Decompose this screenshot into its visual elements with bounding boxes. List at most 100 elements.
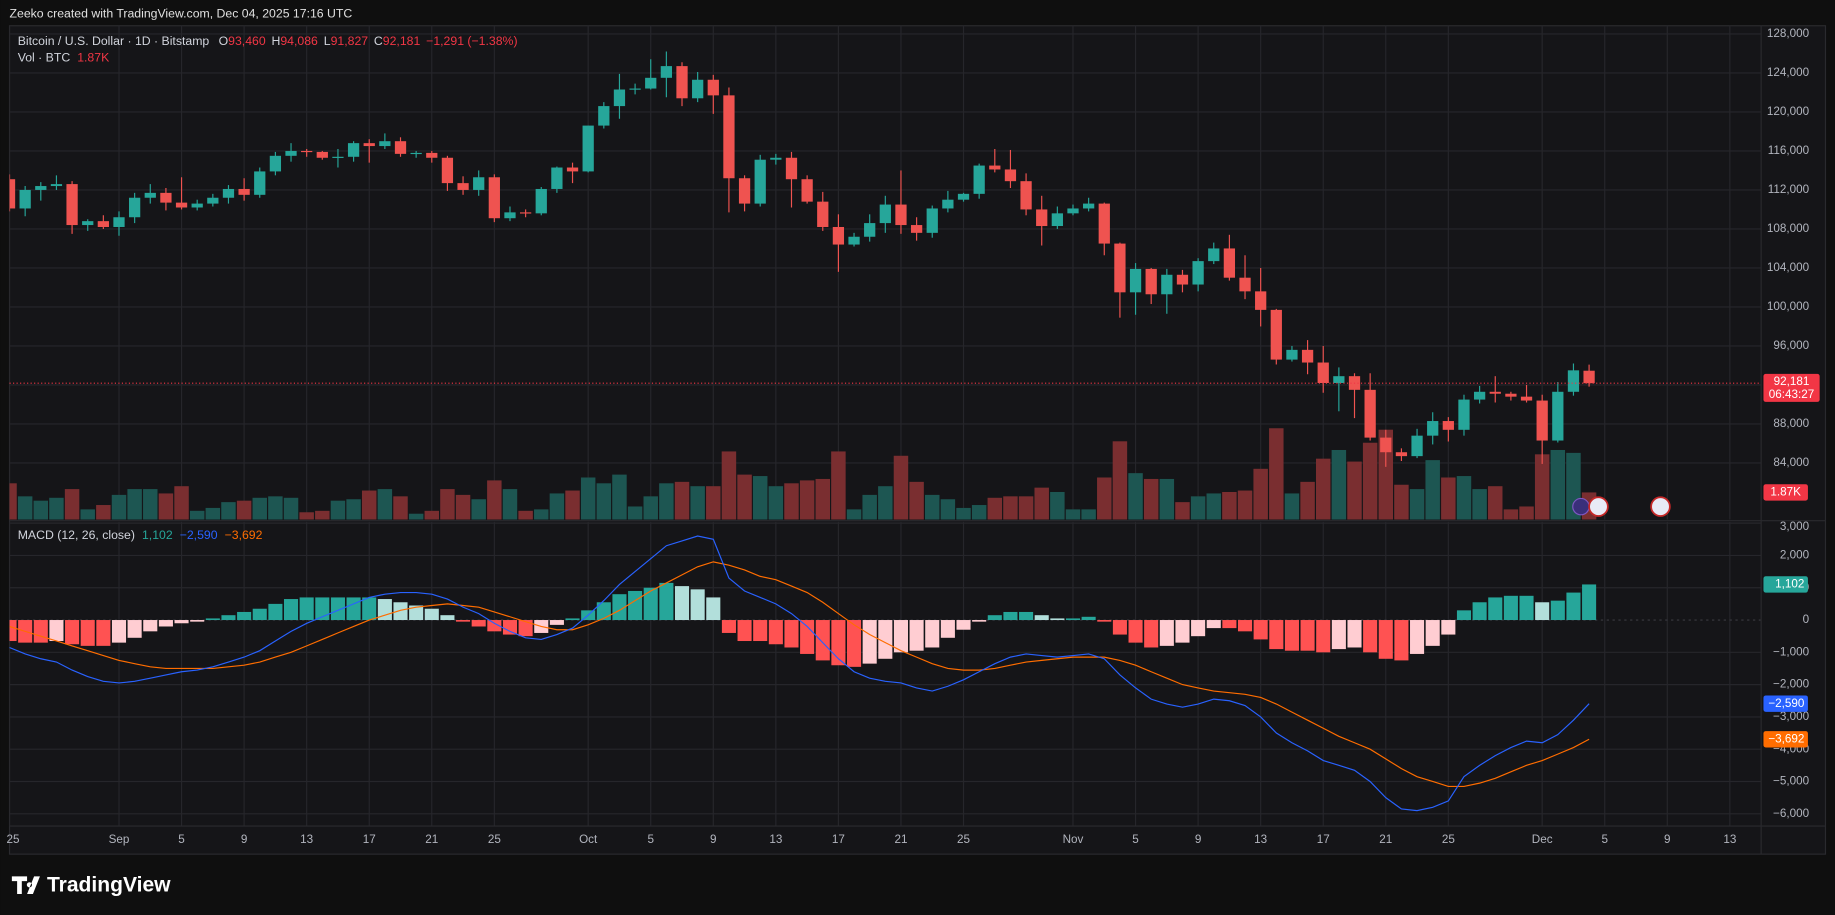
- histogram-bar: [1331, 620, 1346, 650]
- candle-body: [1520, 396, 1533, 401]
- histogram-bar: [1237, 620, 1253, 632]
- histogram-bar: [940, 620, 955, 638]
- y-tick-label: 0: [1803, 613, 1810, 626]
- volume-bar: [158, 493, 174, 520]
- candle-body: [1036, 209, 1048, 227]
- signal-line: [9, 561, 1590, 787]
- macd-value: −2,590: [180, 528, 218, 542]
- histogram-bar: [143, 620, 158, 632]
- candle-body: [97, 221, 109, 227]
- candle-body: [1067, 208, 1079, 214]
- x-tick-label: Nov: [1063, 833, 1084, 846]
- y-tick-label: 96,000: [1773, 339, 1809, 352]
- candle-body: [269, 155, 282, 172]
- volume-bar: [221, 502, 236, 520]
- volume-bar: [49, 497, 64, 520]
- volume-bar: [1222, 491, 1237, 520]
- candle-body: [848, 236, 860, 245]
- x-tick-label: Oct: [579, 833, 598, 846]
- histogram-bar: [909, 620, 924, 651]
- histogram-bar: [456, 620, 471, 622]
- volume-bar: [690, 486, 705, 520]
- candle-body: [347, 143, 360, 157]
- volume-bar: [268, 496, 283, 520]
- volume-bar: [721, 451, 737, 520]
- candle-body: [1552, 391, 1564, 441]
- volume-bar: [1050, 491, 1065, 520]
- signal-label: −3,692: [1768, 732, 1804, 745]
- volume-bar: [846, 509, 862, 520]
- candle-body: [191, 203, 203, 208]
- volume-layer: [9, 428, 1597, 520]
- x-tick-label: 21: [1379, 833, 1392, 846]
- candle-body: [394, 141, 407, 154]
- brand-logo: [11, 876, 40, 894]
- candle-body: [910, 225, 923, 233]
- volume-bar: [1347, 461, 1362, 520]
- candle-body: [1442, 421, 1454, 430]
- histogram-bar: [1582, 584, 1597, 621]
- volume-bar: [236, 500, 252, 520]
- candle-body: [723, 95, 735, 179]
- histogram-bar: [9, 620, 17, 642]
- x-tick-label: 13: [1254, 833, 1267, 846]
- candle-body: [379, 141, 391, 147]
- candle-body: [660, 66, 673, 78]
- x-tick-label: 13: [769, 833, 782, 846]
- volume-bar: [283, 497, 299, 520]
- candle-body: [175, 202, 188, 208]
- histogram-bar: [346, 597, 361, 621]
- candle-body: [254, 171, 266, 195]
- volume-bar: [1269, 428, 1284, 520]
- histogram-bar: [721, 620, 736, 633]
- candle-body: [82, 221, 94, 226]
- header-text: Zeeko created with TradingView.com, Dec …: [10, 6, 353, 20]
- histogram-bar: [706, 597, 721, 621]
- histogram-bar: [1410, 620, 1425, 654]
- histogram-bar: [502, 620, 518, 635]
- histogram-bar: [659, 582, 674, 621]
- volume-bar: [831, 451, 846, 520]
- volume-bar: [565, 490, 580, 520]
- histogram-bar: [1535, 602, 1550, 621]
- chart-frame: [8, 25, 1827, 855]
- volume-bar: [1018, 496, 1034, 520]
- volume-bar: [971, 505, 987, 520]
- histogram-bar: [190, 620, 205, 622]
- histogram-bar: [1363, 620, 1378, 653]
- x-tick-label: 25: [488, 833, 502, 846]
- histogram-bar: [80, 620, 95, 646]
- candle-body: [770, 157, 782, 160]
- histogram-bar: [1253, 620, 1268, 640]
- histogram-bar: [111, 620, 127, 643]
- histogram-bar: [362, 597, 377, 621]
- low-label: L: [324, 34, 331, 48]
- histogram-bar: [65, 620, 80, 645]
- candle-body: [551, 167, 563, 189]
- volume-bar: [1190, 496, 1206, 520]
- candle-body: [1395, 452, 1408, 457]
- brand-name: TradingView: [47, 873, 171, 896]
- candle-body: [895, 204, 907, 226]
- high-label: H: [272, 34, 281, 48]
- x-tick-label: 5: [647, 833, 654, 846]
- histogram-bar: [815, 620, 830, 661]
- histogram-bar: [330, 597, 345, 621]
- volume-bar: [1003, 496, 1018, 520]
- volume-bar: [659, 483, 674, 520]
- signal-value: −3,692: [225, 528, 263, 542]
- volume-bar: [1503, 509, 1519, 520]
- histogram-bar: [1019, 611, 1034, 621]
- candle-body: [1583, 370, 1595, 384]
- candle-body: [1427, 421, 1439, 436]
- histogram-bar: [1191, 620, 1206, 637]
- candle-layer: [9, 51, 1762, 467]
- volume-bar: [361, 490, 377, 520]
- candle-body: [441, 157, 454, 184]
- histogram-bar: [1112, 620, 1127, 635]
- y-tick-label: 3,000: [1780, 520, 1810, 533]
- macd-label: −2,590: [1768, 697, 1805, 710]
- axis-layer: 25 Sep 5 9 13 17 21 25 Oct 5 9 13 17 21 25 Nov 5 9 13 17 21 2…: [7, 27, 1820, 846]
- candle-body: [488, 177, 500, 219]
